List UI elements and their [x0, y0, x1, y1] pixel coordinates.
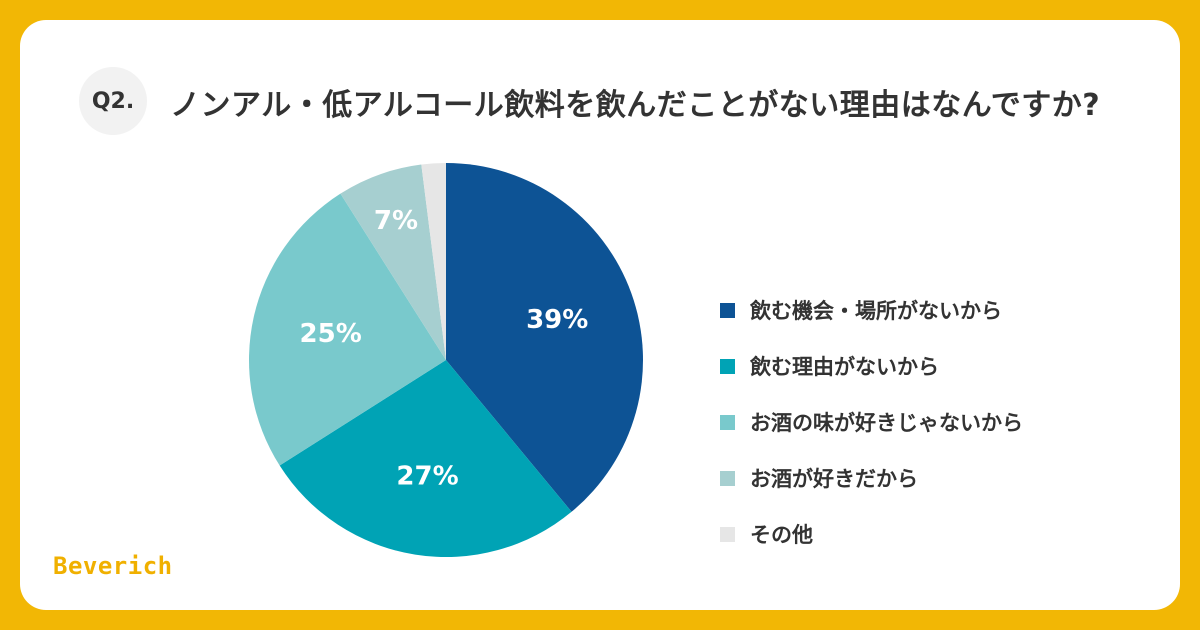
legend-label: その他 — [750, 523, 813, 547]
pie-data-label-2: 27% — [396, 462, 458, 492]
question-number-badge: Q2. — [79, 67, 147, 135]
legend-item: 飲む理由がないから — [720, 338, 1023, 394]
chart-card: Q2. ノンアル・低アルコール飲料を飲んだことがない理由はなんですか? 39% 2… — [20, 20, 1180, 610]
pie-slice-3 — [248, 193, 446, 466]
legend-swatch — [720, 414, 735, 430]
pie-slice-5 — [421, 163, 446, 360]
beverich-logo: Beverich — [53, 552, 173, 580]
legend-swatch — [720, 470, 735, 486]
pie-slice-4 — [340, 164, 446, 360]
pie-chart: 39% 27% 25% 7% — [248, 163, 643, 557]
legend-label: お酒の味が好きじゃないから — [750, 411, 1023, 435]
legend-swatch — [720, 526, 735, 542]
pie-data-label-4: 7% — [374, 206, 418, 236]
legend-item: お酒が好きだから — [720, 450, 1023, 506]
legend-item: その他 — [720, 506, 1023, 562]
question-title: ノンアル・低アルコール飲料を飲んだことがない理由はなんですか? — [170, 88, 1101, 123]
legend-item: お酒の味が好きじゃないから — [720, 394, 1023, 450]
legend-swatch — [720, 302, 735, 318]
legend-label: お酒が好きだから — [750, 467, 918, 491]
pie-data-label-3: 25% — [300, 319, 362, 349]
pie-slice-2 — [279, 360, 572, 557]
legend-label: 飲む理由がないから — [750, 355, 939, 379]
chart-legend: 飲む機会・場所がないから 飲む理由がないからお酒の味が好きじゃないから お酒が好きだ… — [720, 282, 1023, 562]
pie-data-label-1: 39% — [526, 305, 588, 335]
legend-label: 飲む機会・場所がないから — [750, 299, 1002, 323]
pie-slice-1 — [446, 163, 643, 512]
legend-swatch — [720, 358, 735, 374]
legend-item: 飲む機会・場所がないから — [720, 282, 1023, 338]
